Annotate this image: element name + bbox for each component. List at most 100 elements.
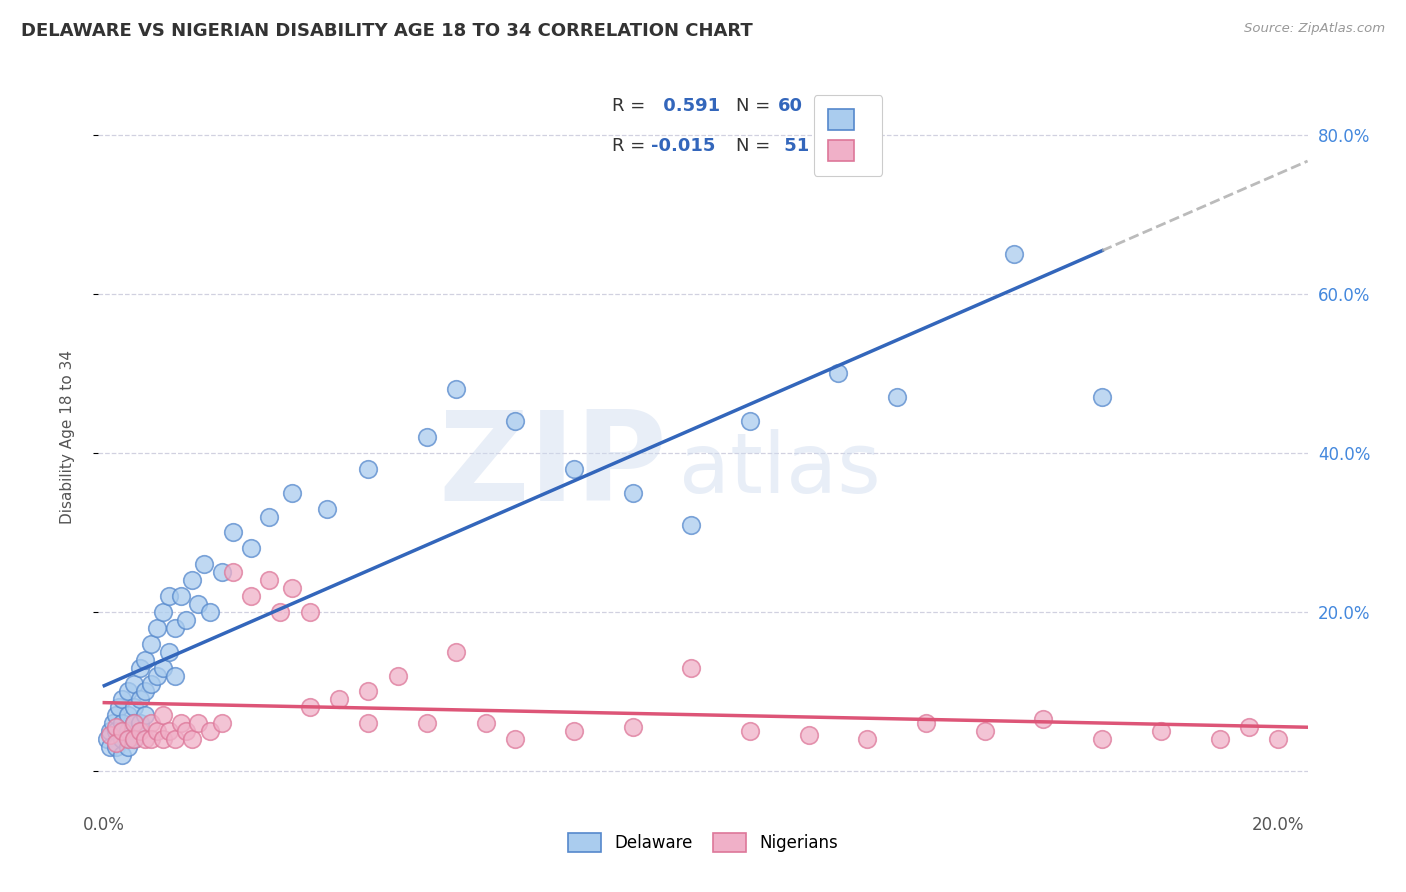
Legend: Delaware, Nigerians: Delaware, Nigerians (560, 824, 846, 860)
Point (269, 605, 291, 619)
Point (128, 692, 150, 706)
Point (111, 724, 134, 739)
Point (562, 724, 585, 739)
Text: R =: R = (613, 97, 645, 115)
Point (475, 716, 498, 731)
Point (1002, 247, 1025, 261)
Point (111, 716, 134, 731)
Point (738, 414, 761, 428)
Point (281, 581, 304, 595)
Point (211, 716, 233, 731)
Point (117, 708, 139, 723)
Point (187, 716, 209, 731)
Point (117, 724, 139, 739)
Point (117, 732, 139, 747)
Point (163, 732, 186, 747)
Point (152, 660, 174, 674)
Point (98, 740, 121, 755)
Point (357, 462, 380, 476)
Point (108, 700, 131, 714)
Point (1237, 720, 1260, 734)
Point (416, 716, 439, 731)
Point (101, 716, 124, 731)
Text: ZIP: ZIP (439, 406, 666, 527)
Point (134, 653, 156, 667)
Point (169, 589, 191, 603)
Point (122, 716, 145, 731)
Point (446, 645, 468, 659)
Point (105, 720, 128, 734)
Point (122, 716, 145, 731)
Point (1091, 732, 1114, 747)
Point (128, 660, 150, 674)
Point (96, 732, 118, 747)
Point (240, 541, 263, 556)
Point (797, 728, 820, 742)
Point (240, 589, 263, 603)
Point (157, 589, 180, 603)
Y-axis label: Disability Age 18 to 34: Disability Age 18 to 34 (60, 350, 75, 524)
Point (1208, 732, 1230, 747)
Point (562, 462, 585, 476)
Point (105, 736, 128, 750)
Point (298, 700, 321, 714)
Point (257, 573, 280, 587)
Point (128, 716, 150, 731)
Point (111, 692, 134, 706)
Point (503, 414, 526, 428)
Point (738, 724, 761, 739)
Point (105, 708, 128, 723)
Point (1150, 724, 1173, 739)
Point (128, 724, 150, 739)
Point (176, 613, 198, 627)
Point (257, 509, 280, 524)
Point (681, 517, 703, 532)
Text: 0.591: 0.591 (657, 97, 720, 115)
Point (973, 724, 995, 739)
Point (387, 668, 409, 682)
Point (328, 692, 350, 706)
Point (357, 684, 380, 698)
Text: 60: 60 (778, 97, 803, 115)
Text: atlas: atlas (679, 429, 880, 510)
Point (105, 740, 128, 755)
Point (1267, 732, 1289, 747)
Point (141, 637, 163, 651)
Point (157, 724, 180, 739)
Point (134, 708, 156, 723)
Point (111, 732, 134, 747)
Point (122, 732, 145, 747)
Point (134, 684, 156, 698)
Point (298, 605, 321, 619)
Text: N =: N = (735, 97, 770, 115)
Text: 51: 51 (778, 137, 810, 155)
Point (117, 740, 139, 755)
Text: -0.015: -0.015 (651, 137, 716, 155)
Point (416, 430, 439, 444)
Point (316, 501, 339, 516)
Point (503, 732, 526, 747)
Text: R =: R = (613, 137, 645, 155)
Point (134, 732, 156, 747)
Point (98, 728, 121, 742)
Point (621, 485, 644, 500)
Point (122, 732, 145, 747)
Point (915, 716, 938, 731)
Text: DELAWARE VS NIGERIAN DISABILITY AGE 18 TO 34 CORRELATION CHART: DELAWARE VS NIGERIAN DISABILITY AGE 18 T… (21, 22, 752, 40)
Point (111, 748, 134, 763)
Point (163, 621, 186, 635)
Point (198, 724, 221, 739)
Point (198, 605, 221, 619)
Point (187, 597, 209, 611)
Point (141, 732, 163, 747)
Text: N =: N = (735, 137, 770, 155)
Point (141, 676, 163, 690)
Point (141, 716, 163, 731)
Point (152, 605, 174, 619)
Text: Source: ZipAtlas.com: Source: ZipAtlas.com (1244, 22, 1385, 36)
Point (117, 684, 139, 698)
Point (169, 716, 191, 731)
Point (98, 724, 121, 739)
Point (222, 566, 245, 580)
Point (446, 383, 468, 397)
